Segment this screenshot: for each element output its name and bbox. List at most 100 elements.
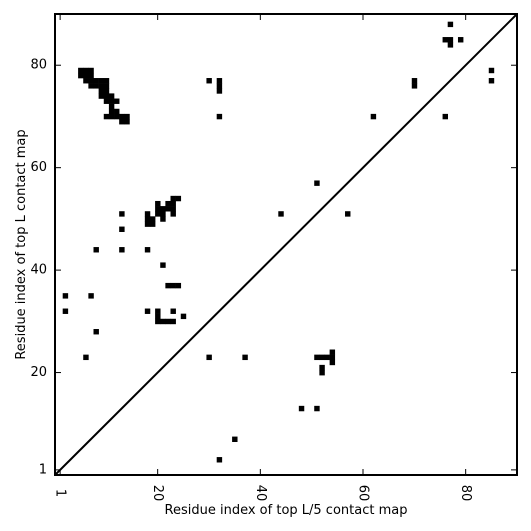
contact-cell (319, 369, 325, 376)
contact-cell (165, 206, 171, 212)
x-axis-ticks: 1 20 40 60 80 (53, 14, 473, 502)
contact-cell (411, 83, 418, 89)
contact-cell (119, 119, 125, 125)
contact-cell (345, 211, 351, 217)
contact-cell (324, 354, 330, 361)
contact-cells (62, 21, 495, 463)
contact-cell (155, 206, 161, 212)
contact-cell (155, 313, 161, 320)
contact-cell (314, 180, 320, 186)
contact-cell (216, 78, 223, 84)
contact-cell (488, 67, 495, 74)
contact-cell (319, 364, 325, 371)
contact-cell (144, 216, 151, 222)
contact-cell (170, 318, 176, 325)
contact-cell (370, 113, 377, 120)
contact-cell (62, 308, 69, 314)
contact-cell (114, 108, 120, 115)
contact-cell (170, 195, 176, 202)
contact-cell (442, 113, 448, 120)
contact-cell (119, 247, 125, 253)
contact-cell (206, 78, 212, 84)
contact-cell (155, 211, 161, 217)
contact-cell (278, 211, 284, 217)
contact-cell (88, 67, 94, 74)
contact-cell (314, 405, 320, 412)
contact-cell (83, 354, 89, 361)
contact-cell (149, 221, 156, 227)
x-tick-label: 20 (150, 485, 165, 502)
contact-cell (98, 83, 105, 89)
contact-cell (144, 211, 151, 217)
contact-cell (108, 108, 115, 115)
contact-cell (447, 21, 454, 28)
contact-cell (160, 216, 166, 222)
contact-cell (114, 98, 120, 104)
contact-cell (447, 42, 454, 48)
contact-cell (114, 113, 120, 120)
contact-cell (160, 211, 166, 217)
contact-cell (119, 113, 125, 120)
contact-cell (144, 221, 151, 227)
contact-cell (170, 308, 176, 314)
contact-cell (124, 119, 130, 125)
x-tick-label: 80 (458, 485, 473, 502)
x-tick-label: 40 (253, 485, 268, 502)
contact-cell (170, 211, 176, 217)
contact-cell (442, 37, 448, 43)
contact-cell (98, 88, 105, 94)
plot-frame (54, 13, 518, 476)
contact-cell (83, 78, 89, 84)
contact-cell (103, 78, 110, 84)
contact-cell (93, 247, 99, 253)
contact-cell (88, 72, 94, 79)
contact-cell (103, 88, 110, 94)
contact-cell (488, 78, 495, 84)
contact-cell (78, 67, 84, 74)
contact-cell (155, 200, 161, 207)
contact-cell (83, 72, 89, 79)
contact-cell (160, 262, 166, 268)
contact-cell (93, 78, 99, 84)
contact-cell (160, 206, 166, 212)
contact-cell (216, 457, 223, 463)
contact-cell (155, 308, 161, 314)
x-axis-label: Residue index of top L/5 contact map (165, 503, 408, 518)
contact-cell (206, 354, 212, 361)
contact-cell (170, 206, 176, 212)
contact-cell (329, 349, 336, 355)
contact-cell (175, 195, 182, 202)
contact-cell (93, 329, 99, 335)
contact-cell (88, 78, 94, 84)
y-axis-label: Residue index of top L contact map (14, 129, 29, 359)
contact-cell (149, 216, 156, 222)
contact-cell (103, 98, 110, 104)
contact-cell (119, 226, 125, 232)
contact-cell (165, 282, 171, 289)
diagonal-line (54, 13, 518, 476)
contact-cell (216, 83, 223, 89)
contact-cell (170, 282, 176, 289)
contact-cell (329, 354, 336, 361)
contact-cell (103, 113, 110, 120)
contact-cell (165, 200, 171, 207)
contact-cell (216, 88, 223, 94)
contact-cell (447, 37, 454, 43)
contact-cell (88, 83, 94, 89)
contact-cell (103, 93, 110, 99)
contact-cell (411, 78, 418, 84)
contact-cell (170, 200, 176, 207)
contact-cell (78, 72, 84, 79)
contact-cell (108, 93, 115, 99)
contact-cell (298, 405, 305, 412)
contact-cell (144, 247, 151, 253)
y-tick-label: 1 (39, 462, 47, 477)
contact-cell (160, 318, 166, 325)
contact-cell (314, 354, 320, 361)
y-axis-ticks: 1 20 40 60 80 (30, 58, 517, 477)
contact-cell (124, 113, 130, 120)
contact-cell (216, 113, 223, 120)
contact-cell (83, 67, 89, 74)
contact-cell (144, 308, 151, 314)
